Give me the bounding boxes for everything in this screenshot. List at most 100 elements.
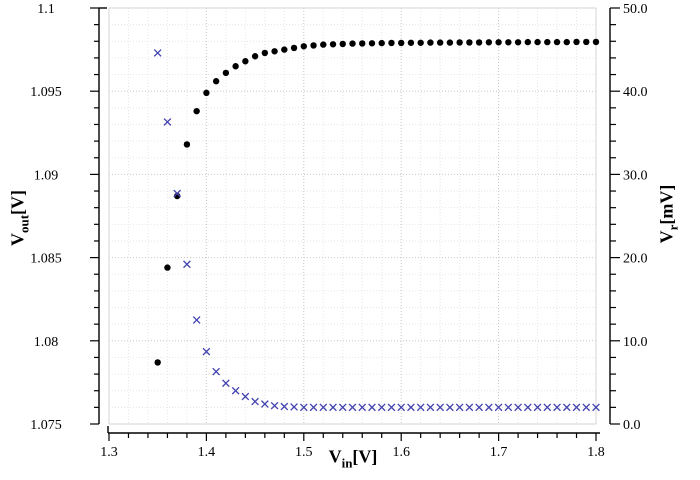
data-point-vout (320, 41, 327, 48)
data-point-vr (436, 403, 445, 412)
data-point-vout (164, 264, 171, 271)
data-point-vout (417, 39, 424, 46)
y-right-tick-label: 0.0 (623, 418, 641, 433)
data-point-vout (193, 107, 200, 115)
y-left-tick-label: 1.08 (34, 335, 59, 350)
data-point-vr (523, 403, 532, 412)
data-point-vout (592, 38, 600, 46)
data-point-vr (358, 403, 367, 412)
data-point-vout (407, 39, 415, 46)
y-left-tick-label: 1.09 (34, 168, 59, 183)
data-point-vout (329, 41, 337, 48)
y-left-tick-label: 1.1 (37, 2, 55, 17)
data-point-vr (329, 403, 337, 412)
y-right-tick-label: 20.0 (623, 252, 648, 267)
data-point-vr (426, 403, 435, 412)
data-point-vout (436, 39, 444, 46)
data-point-vout (300, 43, 307, 50)
y-right-axis: 50.0 40.0 30.0 20.0 10.0 0.0 (609, 2, 648, 433)
data-point-vout (495, 39, 502, 46)
x-tick-label: 1.4 (198, 445, 216, 460)
x-title-unit: [V] (352, 446, 378, 467)
data-point-vr (543, 403, 552, 412)
x-title-main: V (328, 446, 342, 467)
data-point-vout (242, 58, 249, 65)
data-point-vr (309, 403, 318, 412)
data-point-vr (212, 367, 220, 376)
y-right-title-main: V (656, 230, 677, 244)
data-point-vr (592, 403, 600, 412)
data-point-vr (260, 400, 269, 408)
series-v-r (153, 49, 600, 412)
y-left-title-main: V (7, 233, 28, 247)
data-point-vr (465, 403, 474, 412)
data-point-vr (338, 403, 347, 412)
data-point-vout (183, 141, 191, 148)
x-title-sub: in (341, 455, 353, 471)
data-point-vr (319, 403, 328, 412)
data-point-vout (339, 40, 346, 48)
data-point-vr (475, 403, 483, 412)
data-point-vr (231, 386, 240, 395)
data-point-vr (572, 403, 581, 412)
data-point-vout (544, 38, 551, 46)
data-point-vout (232, 63, 239, 70)
data-point-vr (485, 403, 493, 412)
data-point-vr (251, 397, 259, 406)
data-point-vout (514, 39, 522, 46)
data-point-vr (514, 403, 522, 412)
y-left-axis: 1.1 1.095 1.09 1.085 1.08 1.075 (30, 2, 107, 433)
y-right-title-sub: r (665, 224, 681, 231)
data-point-vout (310, 42, 317, 49)
y-right-tick-label: 50.0 (623, 2, 648, 17)
x-tick-label: 1.8 (587, 445, 605, 460)
data-point-vout (485, 39, 493, 46)
data-point-vout (427, 39, 434, 46)
series-v-out (154, 38, 600, 366)
data-point-vr (407, 403, 415, 412)
data-point-vr (270, 401, 279, 410)
y-right-tick-label: 40.0 (623, 85, 648, 100)
data-point-vr (192, 316, 201, 324)
data-point-vout (573, 38, 580, 46)
data-point-vout (368, 40, 376, 47)
data-point-vr (202, 347, 211, 356)
x-tick-label: 1.3 (100, 445, 118, 460)
x-tick-label: 1.7 (490, 445, 508, 460)
data-point-vout (349, 40, 356, 47)
y-left-title-sub: out (16, 214, 32, 234)
data-point-vout (251, 53, 259, 60)
data-point-vout (456, 39, 463, 46)
x-axis: 1.3 1.4 1.5 1.6 1.7 1.8 (100, 426, 605, 460)
data-point-vout (534, 38, 541, 46)
data-point-vout (378, 39, 385, 47)
data-point-vout (583, 38, 590, 46)
data-point-vout (446, 39, 454, 46)
data-point-vr (446, 403, 454, 412)
x-tick-label: 1.5 (295, 445, 313, 460)
data-point-vr (387, 403, 396, 412)
data-point-vr (368, 403, 376, 412)
x-tick-label: 1.6 (392, 445, 410, 460)
y-left-tick-label: 1.075 (30, 418, 62, 433)
y-right-tick-label: 10.0 (623, 335, 648, 350)
data-point-vout (553, 38, 561, 46)
data-point-vout (359, 40, 366, 47)
data-point-vr (163, 118, 172, 126)
data-point-vout (505, 39, 512, 46)
data-point-vout (203, 89, 210, 97)
data-point-vr (290, 403, 298, 411)
data-point-vout (466, 39, 473, 46)
data-point-vr (348, 403, 357, 412)
data-point-vr (494, 403, 503, 412)
data-point-vr (153, 49, 162, 57)
y-right-title-unit: [mV] (656, 184, 677, 225)
data-point-vout (212, 78, 220, 85)
data-point-vout (388, 39, 395, 47)
y-left-axis-title: Vout[V] (8, 190, 33, 246)
data-point-vr (553, 403, 561, 412)
data-point-vout (281, 46, 288, 53)
y-left-tick-label: 1.085 (30, 252, 62, 267)
data-point-vr (582, 403, 591, 412)
